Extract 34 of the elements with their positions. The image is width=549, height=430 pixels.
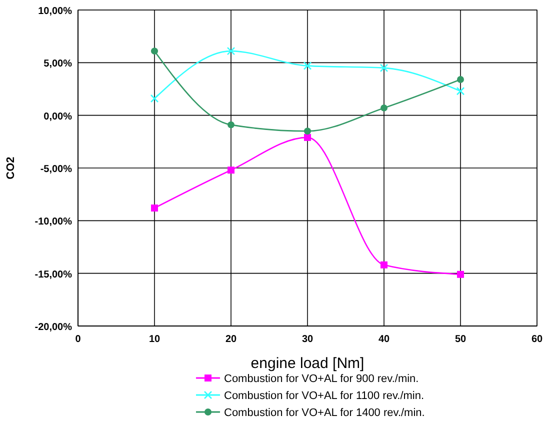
x-tick-label: 20 <box>225 334 237 345</box>
legend-label: Combustion for VO+AL for 1400 rev./min. <box>224 407 425 419</box>
point <box>456 86 465 96</box>
x-tick-label: 0 <box>75 334 82 345</box>
x-tick-label: 40 <box>378 334 390 345</box>
point <box>228 166 234 174</box>
point <box>226 46 236 56</box>
x-axis-title: engine load [Nm] <box>250 355 364 372</box>
y-tick-label: -5,00% <box>40 164 72 175</box>
legend-label: Combustion for VO+AL for 1100 rev./min. <box>224 390 424 402</box>
point <box>380 261 388 268</box>
point <box>457 270 464 278</box>
y-tick-label: 5,00% <box>44 58 72 70</box>
y-tick-label: -10,00% <box>34 216 72 228</box>
x-tick-label: 50 <box>454 334 466 345</box>
point <box>151 204 158 212</box>
legend-label: Combustion for VO+AL for 900 rev./min. <box>224 373 419 385</box>
y-axis-title: CO2 <box>5 156 17 180</box>
point <box>304 134 311 141</box>
point <box>151 48 158 55</box>
point <box>304 128 311 135</box>
y-tick-label: 0,00% <box>44 111 72 122</box>
point <box>228 121 234 128</box>
point <box>150 94 159 103</box>
point <box>380 64 388 72</box>
y-tick-label: -20,00% <box>34 322 72 333</box>
x-tick-label: 60 <box>531 334 543 345</box>
y-tick-label: 10,00% <box>38 6 72 17</box>
point <box>457 76 464 84</box>
point <box>380 104 388 112</box>
point <box>303 62 312 70</box>
x-tick-label: 10 <box>148 334 160 345</box>
x-tick-label: 30 <box>302 334 314 345</box>
y-tick-label: -15,00% <box>34 269 72 280</box>
